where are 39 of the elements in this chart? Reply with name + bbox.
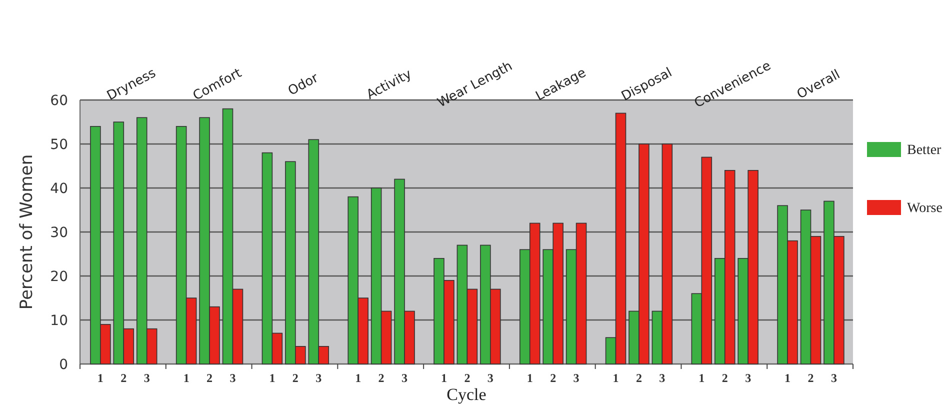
x-tick-label: 1 [612,371,619,385]
x-tick-label: 3 [402,371,408,385]
x-axis-title: Cycle [446,385,486,404]
y-tick-label: 20 [50,268,68,285]
x-tick-label: 3 [316,371,322,385]
legend-label: Better [907,143,942,158]
x-tick-label: 2 [464,371,470,385]
y-tick-label: 40 [50,180,68,197]
y-tick-label: 30 [50,224,68,241]
x-tick-label: 1 [97,371,104,385]
x-tick-label: 1 [355,371,362,385]
x-tick-label: 3 [745,371,752,385]
x-tick-label: 1 [440,371,447,385]
x-tick-label: 1 [784,371,791,385]
x-tick-label: 1 [183,371,190,385]
x-tick-label: 1 [269,371,276,385]
x-tick-label: 2 [206,371,213,385]
y-tick-label: 10 [50,312,68,329]
x-tick-label: 2 [292,371,298,385]
x-tick-label: 3 [659,371,666,385]
x-tick-label: 2 [636,371,642,385]
x-tick-label: 2 [120,371,127,385]
y-tick-label: 50 [50,136,68,153]
x-tick-label: 2 [378,371,384,385]
y-tick-label: 0 [59,356,68,373]
x-tick-label: 3 [573,371,580,385]
legend-label: Worse [907,201,942,216]
x-tick-label: 1 [698,371,705,385]
x-tick-label: 3 [230,371,236,385]
x-tick-label: 2 [808,371,814,385]
text: Odor [286,70,322,99]
x-tick-label: 2 [550,371,556,385]
x-tick-label: 3 [144,371,150,385]
x-tick-label: 3 [487,371,494,385]
y-axis-title: Percent of Women [17,154,37,310]
x-tick-label: 3 [830,371,837,385]
y-tick-label: 60 [50,92,68,109]
x-tick-label: 1 [526,371,533,385]
x-tick-label: 2 [722,371,728,385]
